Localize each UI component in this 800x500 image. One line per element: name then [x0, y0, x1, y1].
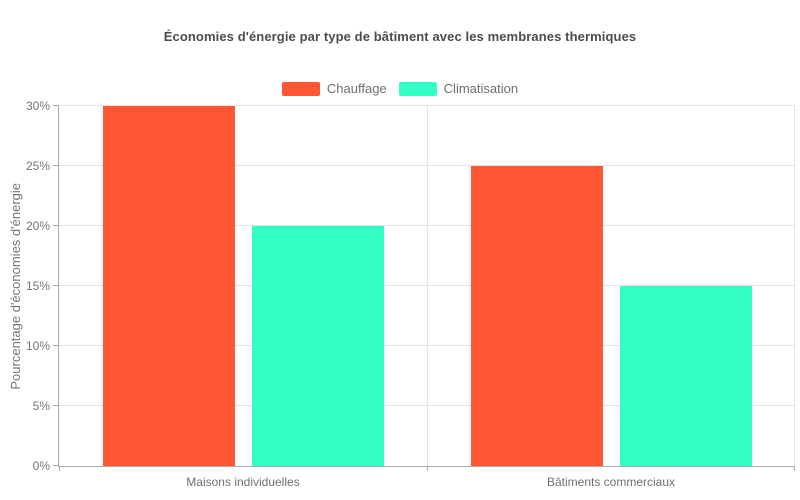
y-axis-title: Pourcentage d'économies d'énergie	[6, 106, 24, 467]
y-tick-label: 10%	[25, 339, 50, 353]
bar-chauffage-maisons-individuelles	[102, 106, 235, 466]
bar-climatisation-maisons-individuelles	[251, 226, 384, 466]
bar-climatisation-batiments-commerciaux	[619, 286, 752, 466]
y-tick-label: 25%	[25, 159, 50, 173]
y-tick-label: 30%	[25, 99, 50, 113]
y-axis-title-text: Pourcentage d'économies d'énergie	[7, 183, 23, 390]
x-tick-right	[794, 466, 795, 471]
y-tick-label: 5%	[32, 399, 50, 413]
bar-group-batiments-commerciaux	[427, 106, 795, 466]
y-tick-label: 20%	[25, 219, 50, 233]
x-axis-label-maisons-individuelles: Maisons individuelles	[186, 475, 300, 489]
legend-label-climatisation: Climatisation	[443, 81, 519, 96]
y-tick	[53, 165, 59, 166]
x-tick-left	[59, 466, 60, 471]
y-tick-label: 15%	[25, 279, 50, 293]
y-tick	[53, 465, 59, 466]
y-tick	[53, 405, 59, 406]
y-tick	[53, 225, 59, 226]
legend-swatch-climatisation	[398, 81, 437, 96]
y-tick	[53, 345, 59, 346]
y-tick	[53, 285, 59, 286]
legend: Chauffage Climatisation	[0, 81, 800, 96]
vertical-gridline-right	[794, 106, 795, 466]
gridline	[59, 105, 795, 106]
bar-group-maisons-individuelles	[59, 106, 427, 466]
legend-label-chauffage: Chauffage	[326, 81, 387, 96]
y-tick-label: 0%	[32, 459, 50, 473]
y-tick	[53, 105, 59, 106]
legend-item-chauffage[interactable]: Chauffage	[281, 81, 387, 96]
legend-item-climatisation[interactable]: Climatisation	[398, 81, 519, 96]
bar-chauffage-batiments-commerciaux	[470, 166, 603, 466]
x-axis-label-batiments-commerciaux: Bâtiments commerciaux	[546, 475, 676, 489]
vertical-gridline-mid	[427, 106, 428, 466]
x-tick-mid	[427, 466, 428, 471]
legend-swatch-chauffage	[281, 81, 320, 96]
chart-title: Économies d'énergie par type de bâtiment…	[163, 29, 637, 44]
bar-groups	[59, 106, 795, 466]
plot-area: 0% 5% 10% 15% 20% 25% 30% Maisons individuelle…	[26, 99, 795, 489]
